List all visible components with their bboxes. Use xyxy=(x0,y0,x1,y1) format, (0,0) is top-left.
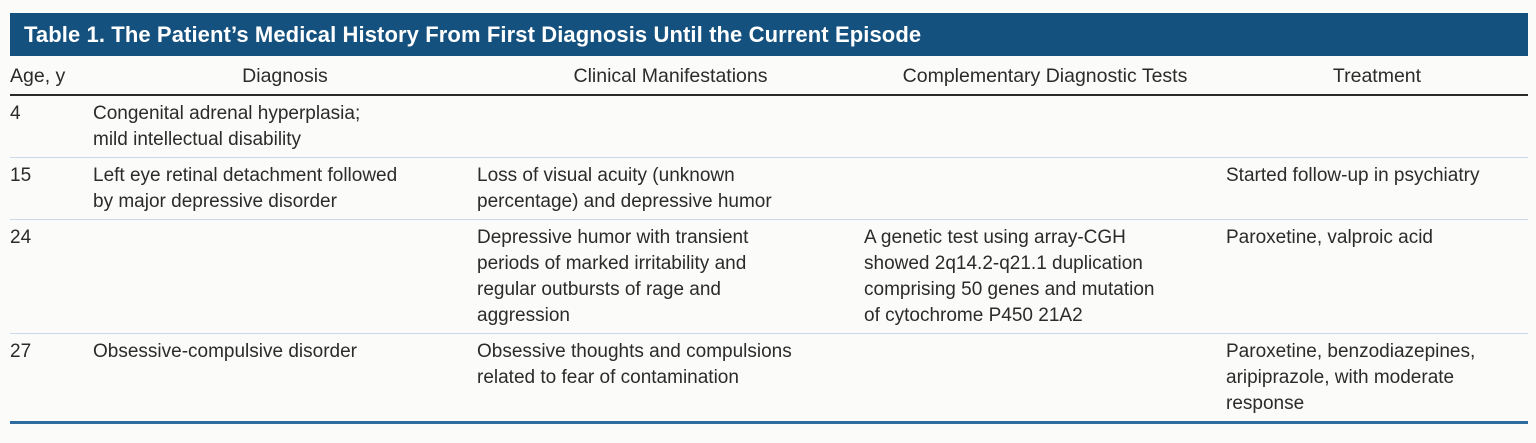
table-row: 24 Depressive humor with transient perio… xyxy=(10,219,1528,334)
cell-clinical: Depressive humor with transient periods … xyxy=(477,219,864,334)
cell-diagnosis: Obsessive-compulsive disorder xyxy=(93,341,357,362)
cell-diagnosis: Left eye retinal detachment followed by … xyxy=(93,157,477,220)
cell-diagnosis xyxy=(93,219,477,334)
column-header-treatment: Treatment xyxy=(1226,56,1528,96)
cell-age: 24 xyxy=(10,219,93,334)
cell-diagnosis: Congenital adrenal hyperplasia; mild int… xyxy=(93,95,477,158)
column-header-clinical-manifestations: Clinical Manifestations xyxy=(477,56,864,96)
cell-age: 27 xyxy=(10,341,32,362)
cell-clinical: Loss of visual acuity (unknown percentag… xyxy=(477,157,864,220)
cell-tests: A genetic test using array-CGH showed 2q… xyxy=(864,219,1226,334)
cell-age: 4 xyxy=(10,95,93,158)
cell-treatment xyxy=(1226,95,1528,158)
medical-history-table: Table 1. The Patient’s Medical History F… xyxy=(10,13,1528,424)
table-title: Table 1. The Patient’s Medical History F… xyxy=(10,13,1528,56)
column-header-age: Age, y xyxy=(10,56,93,96)
cell-clinical: Obsessive thoughts and compulsions relat… xyxy=(477,341,792,388)
cell-tests xyxy=(864,157,1226,220)
column-header-complementary-diagnostic-tests: Complementary Diagnostic Tests xyxy=(864,56,1226,96)
cell-treatment: Paroxetine, valproic acid xyxy=(1226,219,1528,334)
cell-tests xyxy=(864,95,1226,158)
cell-treatment: Paroxetine, benzodiazepines, aripiprazol… xyxy=(1226,341,1476,414)
cell-age: 15 xyxy=(10,157,93,220)
cell-tests xyxy=(864,334,1226,423)
cell-treatment: Started follow-up in psychiatry xyxy=(1226,157,1528,220)
table-row: 4 Congenital adrenal hyperplasia; mild i… xyxy=(10,95,1528,158)
table-row: 15 Left eye retinal detachment followed … xyxy=(10,157,1528,220)
header-row: Age, y Diagnosis Clinical Manifestations… xyxy=(10,56,1528,96)
table-row: 27 Obsessive-compulsive disorder Obsessi… xyxy=(10,334,1528,423)
table-grid: Age, y Diagnosis Clinical Manifestations… xyxy=(10,56,1528,424)
cell-clinical xyxy=(477,95,864,158)
column-header-diagnosis: Diagnosis xyxy=(93,56,477,96)
